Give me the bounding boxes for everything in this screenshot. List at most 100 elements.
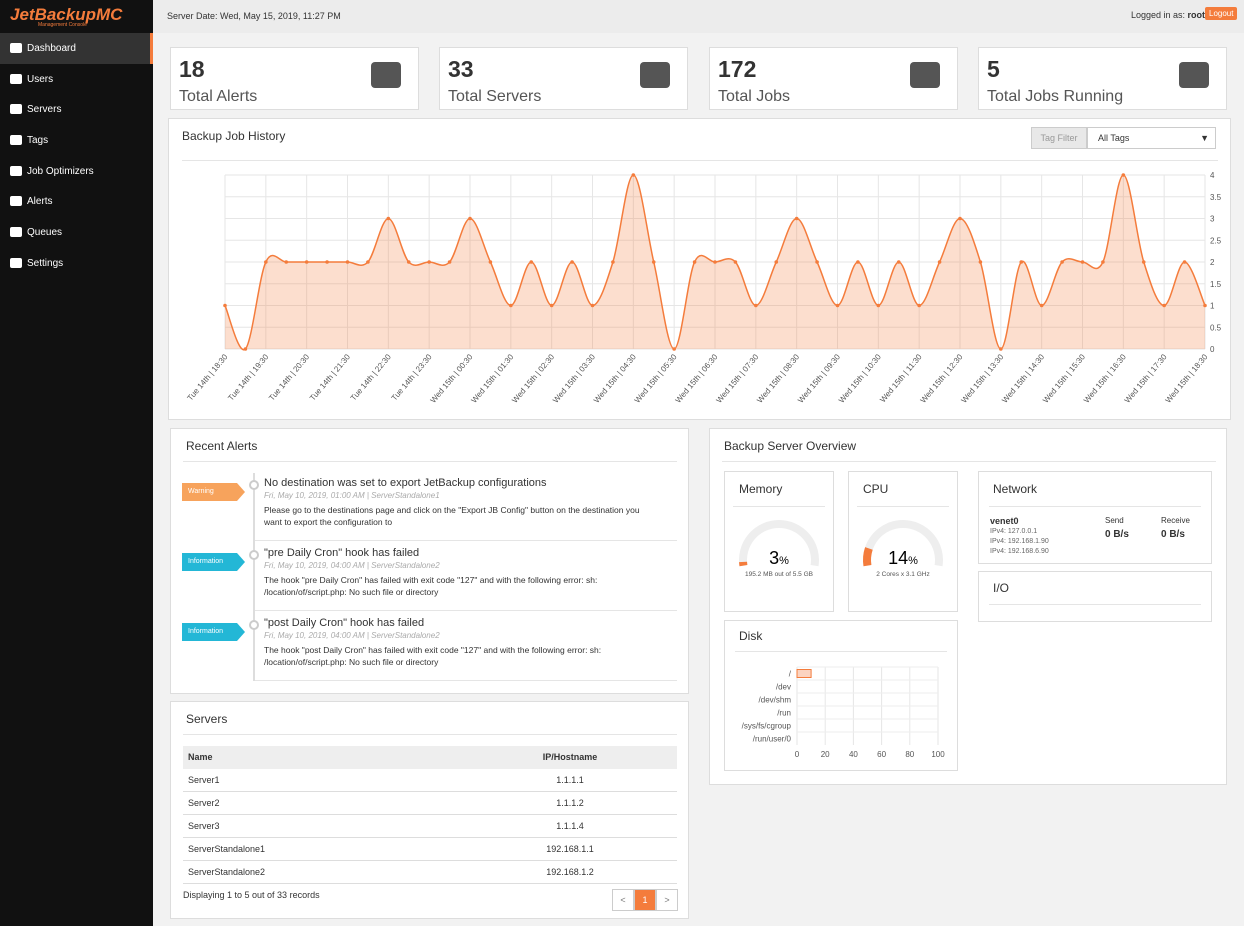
x-tick-label: 0 xyxy=(795,750,800,759)
point xyxy=(1019,260,1024,264)
cpu-box: CPU 14% 2 Cores x 3.1 GHz xyxy=(848,471,958,612)
receive-value: 0 B/s xyxy=(1161,529,1185,540)
divider xyxy=(183,734,677,735)
row-divider xyxy=(183,837,677,838)
x-tick-label: Wed 15th | 02:30 xyxy=(510,352,556,405)
x-tick-label: Tue 14th | 21:30 xyxy=(308,352,352,403)
x-tick-label: Wed 15th | 11:30 xyxy=(878,352,924,404)
alert-meta: Fri, May 10, 2019, 01:00 AM | ServerStan… xyxy=(264,491,440,500)
menu-item[interactable]: Users xyxy=(0,64,153,95)
ip-address: IPv4: 192.168.1.90 xyxy=(990,538,1049,545)
send-label: Send xyxy=(1105,516,1124,525)
menu-label: Users xyxy=(27,74,54,85)
point xyxy=(590,303,595,308)
x-tick-label: 80 xyxy=(905,750,914,759)
history-panel: Backup Job History Tag Filter All Tags ▼ … xyxy=(168,118,1231,420)
badge: Warning xyxy=(182,483,237,501)
menu-item[interactable]: Alerts xyxy=(0,186,153,217)
x-tick-label: Wed 15th | 16:30 xyxy=(1082,352,1128,405)
menu-label: Tags xyxy=(27,135,49,146)
page-button[interactable]: 1 xyxy=(634,889,656,911)
point xyxy=(284,260,289,264)
point xyxy=(264,260,268,264)
menu-item[interactable]: Job Optimizers xyxy=(0,156,153,187)
badge-arrow xyxy=(237,483,245,501)
logged-in-label: Logged in as: xyxy=(1130,10,1185,20)
x-tick-label: Wed 15th | 13:30 xyxy=(959,352,1005,405)
gauge-detail: 195.2 MB out of 5.5 GB xyxy=(745,571,813,578)
page-button[interactable]: > xyxy=(656,889,678,911)
divider xyxy=(989,506,1201,507)
menu-item[interactable]: Tags xyxy=(0,125,153,156)
divider xyxy=(722,461,1216,462)
badge-arrow xyxy=(237,623,245,641)
gauge-label: 14% xyxy=(888,548,918,568)
divider xyxy=(989,604,1201,605)
x-tick-label: 40 xyxy=(849,750,858,759)
timeline-dot xyxy=(249,620,259,630)
alert-meta: Fri, May 10, 2019, 04:00 AM | ServerStan… xyxy=(264,561,440,570)
sidebar xyxy=(0,0,153,926)
y-tick-label: 0 xyxy=(1210,345,1215,354)
column-header: Name xyxy=(188,752,213,762)
point xyxy=(468,216,472,221)
box-title: CPU xyxy=(863,482,889,496)
menu-item[interactable]: Settings xyxy=(0,248,153,279)
x-tick-label: Wed 15th | 05:30 xyxy=(633,352,679,405)
point xyxy=(488,260,493,264)
menu-item[interactable]: Queues xyxy=(0,217,153,248)
x-tick-label: Tue 14th | 18:30 xyxy=(185,352,229,403)
alerts-panel: Recent Alerts Warning No destination was … xyxy=(170,428,689,694)
point xyxy=(876,303,881,308)
logout-button[interactable]: Logout xyxy=(1205,7,1238,20)
page-button[interactable]: < xyxy=(612,889,634,911)
ip-address: IPv4: 127.0.0.1 xyxy=(990,528,1038,535)
point xyxy=(713,260,717,264)
menu-icon xyxy=(10,227,22,237)
io-box: I/O xyxy=(978,571,1212,622)
table-cell: ServerStandalone1 xyxy=(188,844,266,854)
panel-title: Backup Job History xyxy=(182,129,286,143)
logo-sub: Management Console xyxy=(38,22,87,28)
point xyxy=(917,303,921,308)
table-cell: Server3 xyxy=(188,821,220,831)
point xyxy=(549,303,554,308)
menu-icon xyxy=(10,74,22,84)
point xyxy=(1101,260,1105,264)
gauge-track xyxy=(863,520,943,567)
box-title: Disk xyxy=(739,629,763,643)
point xyxy=(1182,260,1187,264)
stat-card: 5 Total Jobs Running xyxy=(978,47,1227,110)
stat-icon xyxy=(640,62,670,88)
caret: ▼ xyxy=(1200,133,1209,143)
alert-title: "post Daily Cron" hook has failed xyxy=(264,617,425,629)
table-cell: Server1 xyxy=(188,775,220,785)
y-tick-label: 1.5 xyxy=(1210,280,1222,289)
tag-filter-select[interactable]: All Tags ▼ xyxy=(1087,127,1216,149)
menu-icon xyxy=(10,104,22,114)
menu-icon xyxy=(10,258,22,268)
point xyxy=(427,260,431,264)
menu-label: Queues xyxy=(27,227,63,238)
divider xyxy=(857,506,949,507)
point xyxy=(529,260,534,264)
y-tick-label: 1 xyxy=(1210,302,1215,311)
menu-item[interactable]: Servers xyxy=(0,94,153,125)
table-footer: Displaying 1 to 5 out of 33 records xyxy=(183,890,320,900)
point xyxy=(733,260,738,264)
y-tick-label: 3 xyxy=(1210,215,1215,224)
y-tick-label: 4 xyxy=(1210,171,1215,180)
menu-item[interactable]: Dashboard xyxy=(0,33,153,64)
badge-arrow xyxy=(237,553,245,571)
point xyxy=(243,347,248,351)
menu-label: Dashboard xyxy=(27,43,76,54)
table-header xyxy=(183,746,677,769)
gauge-number: 3 xyxy=(769,548,779,568)
filter-label: Tag Filter xyxy=(1031,127,1087,149)
timeline-dot xyxy=(249,480,259,490)
point xyxy=(672,347,676,351)
point xyxy=(1039,303,1044,308)
point xyxy=(509,303,513,308)
